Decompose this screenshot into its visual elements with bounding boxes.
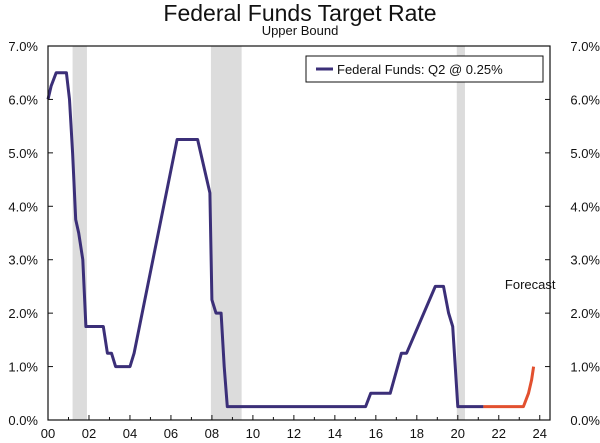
legend: Federal Funds: Q2 @ 0.25%	[305, 55, 544, 83]
y-tick-label-left-2: 2.0%	[8, 306, 38, 321]
forecast-annotation: Forecast	[505, 277, 556, 292]
y-tick-label-right-7: 7.0%	[570, 39, 600, 54]
legend-box	[305, 55, 544, 83]
plot-area-frame	[47, 45, 551, 421]
y-tick-label-right-4: 4.0%	[570, 199, 600, 214]
x-tick-label-7: 14	[328, 426, 342, 441]
x-tick-label-12: 24	[533, 426, 547, 441]
y-tick-label-right-1: 1.0%	[570, 360, 600, 375]
chart-title: Federal Funds Target Rate	[163, 0, 437, 26]
y-tick-label-right-5: 5.0%	[570, 146, 600, 161]
x-tick-label-2: 04	[123, 426, 137, 441]
x-tick-label-11: 22	[492, 426, 506, 441]
chart-subtitle: Upper Bound	[261, 23, 339, 38]
y-tick-label-right-2: 2.0%	[570, 306, 600, 321]
y-tick-label-left-5: 5.0%	[8, 146, 38, 161]
recession-band-3	[456, 46, 465, 420]
axes: 0.0% 0.0% 1.0% 1.0% 2.0% 2.0% 3.0% 3.0% 4.0% 4.0%…	[8, 39, 600, 441]
x-tick-label-8: 16	[369, 426, 383, 441]
recession-band-2	[210, 46, 242, 420]
x-tick-label-3: 06	[164, 426, 178, 441]
y-tick-label-right-6: 6.0%	[570, 92, 600, 107]
y-tick-label-right-3: 3.0%	[570, 253, 600, 268]
series-line-forecast	[483, 366, 536, 409]
y-tick-label-right-0: 0.0%	[570, 413, 600, 428]
y-tick-label-left-7: 7.0%	[8, 39, 38, 54]
x-tick-label-0: 00	[41, 426, 55, 441]
x-tick-label-6: 12	[287, 426, 301, 441]
y-tick-label-left-4: 4.0%	[8, 199, 38, 214]
y-tick-label-left-1: 1.0%	[8, 360, 38, 375]
x-tick-label-4: 08	[205, 426, 219, 441]
y-tick-label-left-6: 6.0%	[8, 92, 38, 107]
y-tick-label-left-0: 0.0%	[8, 413, 38, 428]
x-tick-label-9: 18	[410, 426, 424, 441]
legend-label-federal-funds: Federal Funds: Q2 @ 0.25%	[337, 62, 503, 77]
x-tick-label-10: 20	[451, 426, 465, 441]
series-layer	[46, 71, 536, 409]
series-line-federal-funds	[46, 71, 484, 409]
y-tick-label-left-3: 3.0%	[8, 253, 38, 268]
x-tick-label-5: 10	[246, 426, 260, 441]
x-tick-label-1: 02	[82, 426, 96, 441]
recession-shading	[72, 46, 465, 420]
